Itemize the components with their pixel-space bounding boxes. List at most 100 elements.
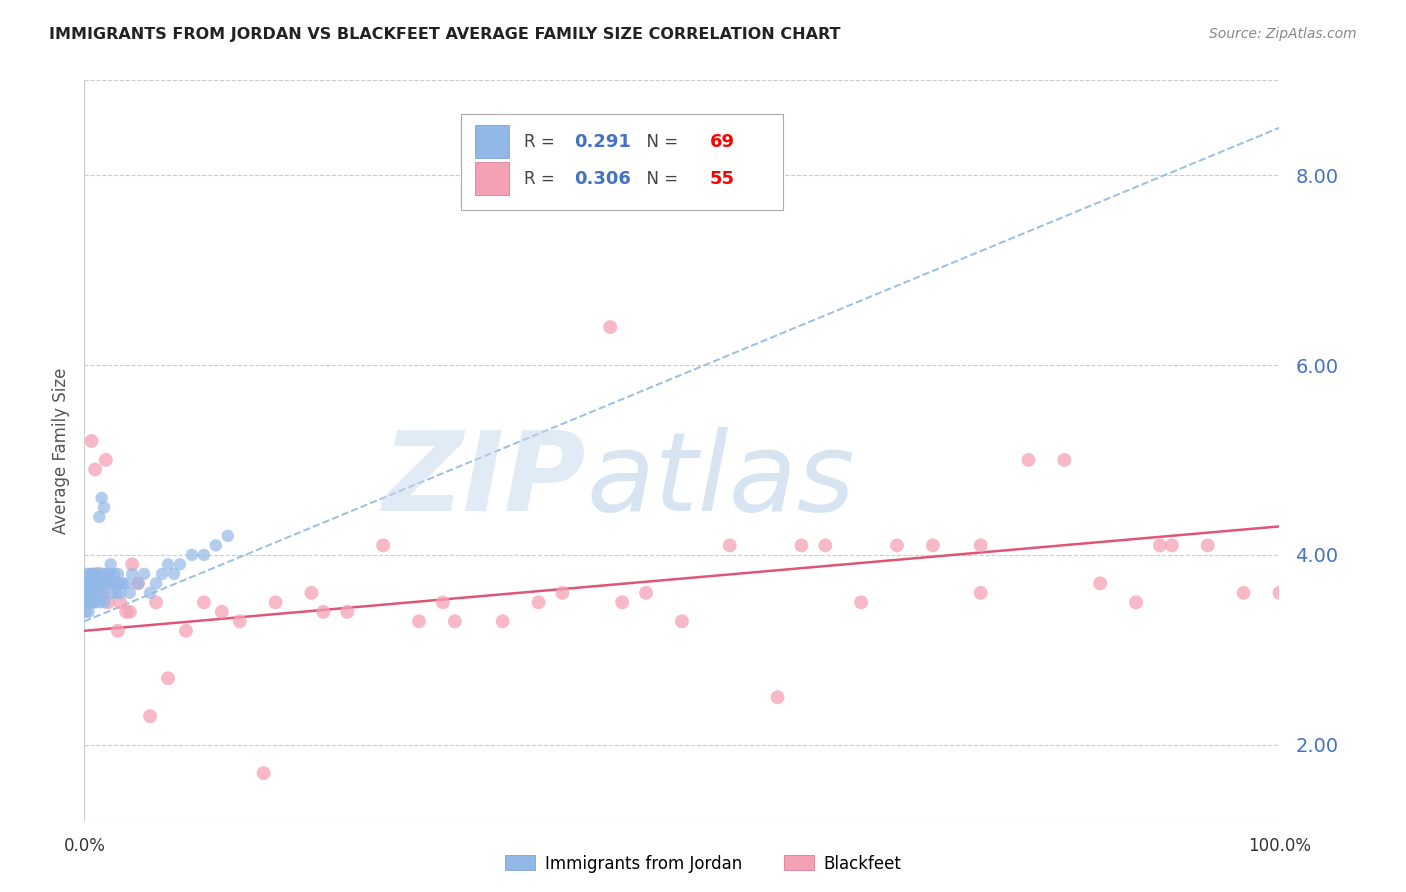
Point [205,538,228,552]
Point [373,538,395,552]
Point [86,576,108,591]
Text: 0.291: 0.291 [575,133,631,151]
Point [108,576,131,591]
Point [77,576,100,591]
Point [217,529,239,543]
Point [1090,576,1112,591]
Point [83,576,105,591]
Point [84,566,107,581]
Point [132,566,156,581]
Point [90,491,112,505]
Point [432,595,454,609]
Point [766,690,789,705]
Point [87,566,110,581]
Point [922,538,945,552]
Point [76,586,98,600]
Point [118,586,141,600]
Point [551,586,574,600]
Point [101,576,124,591]
Point [80,586,103,600]
Legend: Immigrants from Jordan, Blackfeet: Immigrants from Jordan, Blackfeet [498,848,908,880]
Point [93,586,115,600]
Point [76,566,98,581]
Point [79,566,101,581]
Point [80,595,103,609]
Point [970,586,993,600]
Point [408,615,430,629]
Point [100,558,122,572]
Point [599,320,621,334]
Text: Source: ZipAtlas.com: Source: ZipAtlas.com [1209,27,1357,41]
Text: R =: R = [524,133,560,151]
Point [83,586,105,600]
Point [94,576,117,591]
Text: R =: R = [524,169,560,187]
Point [75,595,97,609]
Point [82,576,104,591]
Point [105,586,128,600]
Point [83,586,105,600]
Point [82,566,104,581]
Point [1018,453,1040,467]
Point [1233,586,1256,600]
Point [77,605,100,619]
Point [96,566,118,581]
Point [89,509,111,524]
Text: IMMIGRANTS FROM JORDAN VS BLACKFEET AVERAGE FAMILY SIZE CORRELATION CHART: IMMIGRANTS FROM JORDAN VS BLACKFEET AVER… [49,27,841,42]
Point [84,595,107,609]
Point [1125,595,1147,609]
Point [93,500,115,515]
Point [1161,538,1184,552]
Point [76,586,98,600]
Point [444,615,467,629]
Point [253,766,276,780]
Point [118,605,141,619]
Point [97,595,120,609]
Point [814,538,837,552]
Point [612,595,634,609]
Point [91,586,114,600]
Point [157,558,180,572]
Point [121,566,143,581]
Point [84,586,107,600]
Point [150,566,173,581]
Point [89,595,111,609]
Point [77,576,100,591]
Point [790,538,813,552]
Point [127,576,149,591]
Point [75,605,97,619]
Point [169,558,191,572]
Point [107,566,129,581]
Point [107,624,129,638]
Point [264,595,287,609]
Point [115,576,138,591]
Point [101,586,124,600]
Point [79,595,101,609]
Point [211,605,233,619]
Point [103,576,125,591]
Point [79,586,101,600]
Y-axis label: Average Family Size: Average Family Size [52,368,70,533]
Point [718,538,741,552]
Point [312,605,335,619]
Point [336,605,359,619]
Point [174,624,197,638]
Point [193,595,215,609]
Point [970,538,993,552]
Point [82,576,104,591]
Point [671,615,693,629]
Point [86,566,108,581]
FancyBboxPatch shape [461,113,783,210]
Point [76,595,98,609]
Point [94,453,117,467]
Point [86,576,108,591]
Point [193,548,215,562]
Point [77,586,100,600]
Point [181,548,204,562]
Point [121,558,143,572]
Text: 0.306: 0.306 [575,169,631,187]
Point [104,576,127,591]
Text: atlas: atlas [586,426,855,533]
Point [110,595,132,609]
Point [301,586,323,600]
